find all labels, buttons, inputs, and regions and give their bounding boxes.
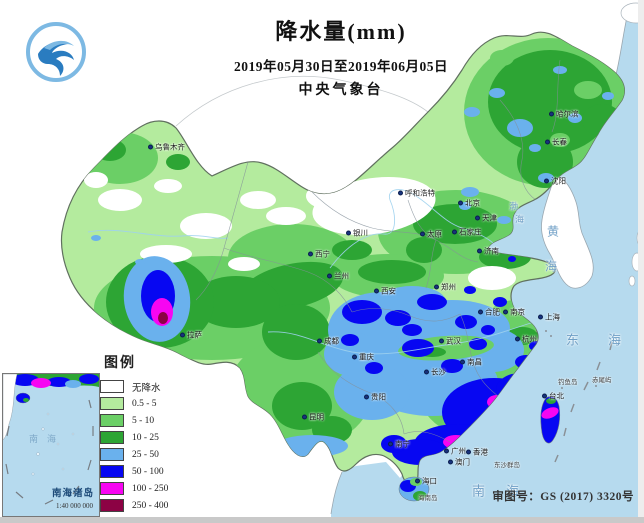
legend-range-label: 100 - 250 — [132, 483, 169, 494]
legend-range-label: 无降水 — [132, 383, 161, 394]
title-block: 降水量(mm) 2019年05月30日至2019年06月05日 中央气象台 — [176, 14, 506, 99]
inset-name: 南海诸岛 — [51, 489, 94, 499]
legend-range-label: 0.5 - 5 — [132, 398, 157, 409]
legend-range-label: 250 - 400 — [132, 500, 169, 511]
vietnam-coastline — [330, 471, 343, 515]
legend-color-swatch — [100, 448, 124, 461]
cma-logo-graphic — [26, 22, 86, 82]
offshore-islets — [545, 330, 597, 389]
legend-color-swatch — [100, 499, 124, 512]
source-agency: 中央气象台 — [298, 83, 384, 98]
rivers — [87, 189, 535, 355]
cma-logo — [24, 20, 88, 84]
legend-color-swatch — [100, 397, 124, 410]
legend-range-label: 10 - 25 — [132, 432, 159, 443]
legend-item: 10 - 25 — [100, 429, 220, 446]
legend-range-label: 25 - 50 — [132, 449, 159, 460]
inset-sea-label: 南海 — [29, 434, 66, 444]
map-title: 降水量(mm) — [275, 19, 407, 44]
mongolia-border — [175, 75, 429, 127]
taiwan-island — [540, 396, 561, 444]
korea-peninsula — [541, 175, 594, 289]
legend-range-label: 50 - 100 — [132, 466, 164, 477]
legend-color-swatch — [100, 380, 124, 393]
legend-item: 5 - 10 — [100, 412, 220, 429]
inset-scale: 1:40 000 000 — [56, 502, 93, 510]
province-borders — [195, 59, 561, 443]
ryukyu-islands — [554, 341, 613, 463]
inset-map-graphic — [3, 374, 99, 516]
legend-item: 250 - 400 — [100, 497, 220, 514]
legend-range-label: 5 - 10 — [132, 415, 155, 426]
date-range: 2019年05月30日至2019年06月05日 — [234, 59, 448, 74]
legend-item: 无降水 — [100, 378, 220, 395]
bottom-margin-strip — [0, 517, 644, 523]
legend-item: 100 - 250 — [100, 480, 220, 497]
right-margin-strip — [638, 0, 644, 523]
hainan-island — [398, 476, 430, 502]
legend-color-swatch — [100, 465, 124, 478]
nine-dash-line — [5, 399, 94, 505]
legend-title: 图例 — [104, 356, 136, 371]
legend-item: 0.5 - 5 — [100, 395, 220, 412]
legend-color-swatch — [100, 414, 124, 427]
legend-item: 25 - 50 — [100, 446, 220, 463]
tibet-rain-bullseye-core — [158, 312, 168, 324]
legend-item: 50 - 100 — [100, 463, 220, 480]
legend-rows: 无降水 0.5 - 5 5 - 10 10 - 25 — [100, 378, 220, 514]
map-approval-number: 审图号：GS (2017) 3320号 — [492, 491, 634, 503]
south-china-sea-inset: 南海 南海诸岛 1:40 000 000 — [2, 373, 100, 517]
legend: 图例 无降水 0.5 - 5 5 - 10 — [100, 352, 220, 514]
legend-color-swatch — [100, 431, 124, 444]
inset-islands — [31, 412, 75, 476]
legend-color-swatch — [100, 482, 124, 495]
